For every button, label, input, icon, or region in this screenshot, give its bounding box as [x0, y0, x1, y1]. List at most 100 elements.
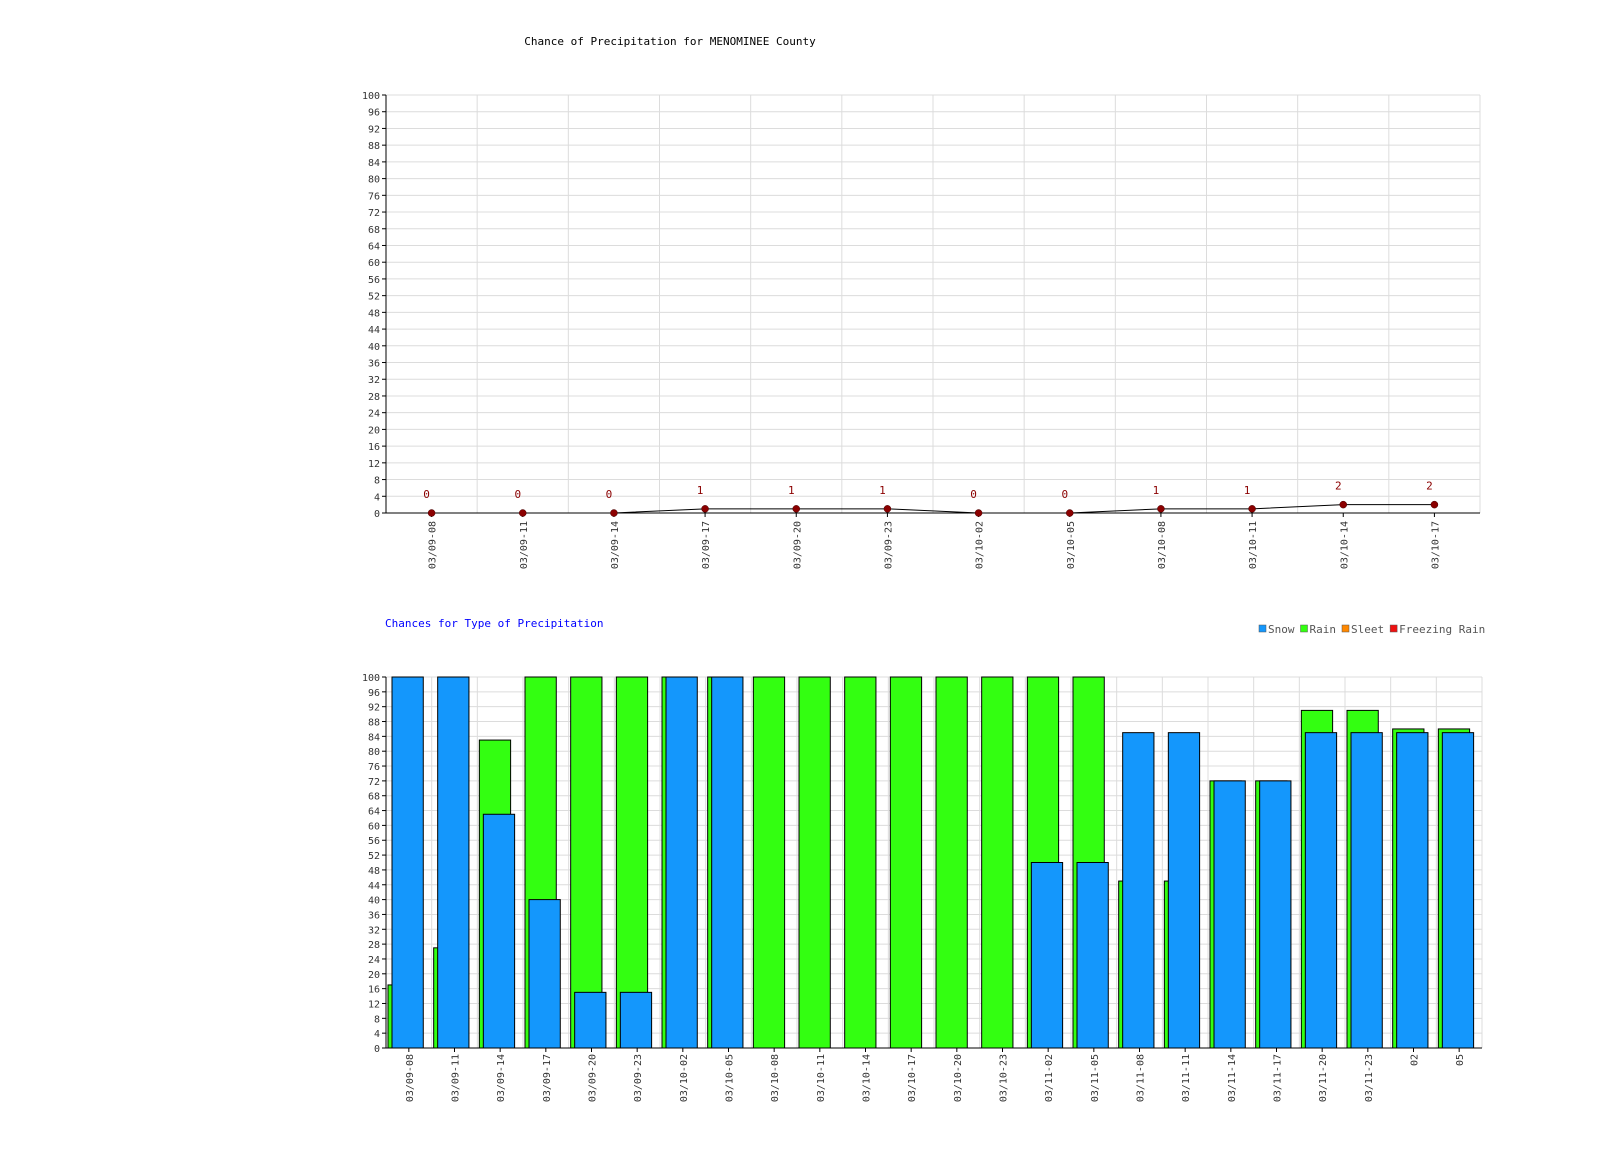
pop-data-label: 1: [788, 484, 795, 497]
y-tick-label: 80: [368, 175, 380, 186]
type-chart-bars: [387, 676, 1475, 1049]
rain-bar: [889, 676, 923, 1049]
x-tick-label: 03/10-23: [999, 1054, 1010, 1102]
y-tick-label: 12: [368, 999, 380, 1010]
pop-data-label: 2: [1426, 480, 1433, 493]
type-chart-legend: Snow Rain Sleet Freezing Rain: [1258, 623, 1485, 636]
rain-bar: [935, 676, 968, 1049]
y-tick-label: 96: [368, 688, 380, 699]
x-tick-label: 03/10-14: [862, 1054, 873, 1102]
pop-data-point: [1248, 505, 1256, 513]
snow-bar: [1304, 732, 1338, 1049]
y-tick-label: 64: [368, 807, 380, 818]
y-tick-label: 64: [368, 241, 380, 252]
rain-bar: [615, 676, 649, 1049]
y-tick-label: 88: [368, 718, 380, 729]
legend-swatch-rain: [1300, 624, 1308, 633]
snow-bar: [528, 899, 561, 1049]
x-tick-label: 03/09-08: [405, 1054, 416, 1102]
y-tick-label: 44: [368, 325, 380, 336]
legend-label-rain: Rain: [1310, 623, 1337, 636]
pop-data-label: 0: [1061, 488, 1068, 501]
x-tick-label: 03/09-14: [610, 521, 621, 569]
x-tick-label: 03/10-14: [1339, 521, 1350, 569]
y-tick-label: 52: [368, 292, 380, 303]
y-tick-label: 68: [368, 792, 380, 803]
pop-data-point: [792, 505, 800, 513]
pop-series-line: [431, 504, 1435, 514]
snow-bar: [482, 813, 516, 1049]
y-tick-label: 100: [362, 91, 380, 102]
snow-bar: [1122, 732, 1155, 1049]
x-tick-label: 05: [1455, 1054, 1466, 1066]
pop-data-point: [519, 509, 527, 517]
x-tick-label: 03/09-17: [542, 1054, 553, 1102]
y-tick-label: 4: [374, 492, 380, 503]
y-tick-label: 4: [374, 1029, 380, 1040]
x-tick-label: 03/10-02: [975, 521, 986, 569]
legend-swatch-sleet: [1341, 624, 1350, 633]
y-tick-label: 100: [362, 673, 380, 684]
snow-bar: [574, 991, 607, 1049]
y-tick-label: 28: [368, 940, 380, 951]
y-tick-label: 32: [368, 925, 380, 936]
y-tick-label: 24: [368, 409, 380, 420]
y-tick-label: 56: [368, 836, 380, 847]
x-tick-label: 03/10-05: [725, 1054, 736, 1102]
y-tick-label: 20: [368, 970, 380, 981]
x-tick-label: 03/11-20: [1318, 1054, 1329, 1102]
pop-data-label: 1: [1244, 484, 1251, 497]
pop-data-point: [610, 509, 618, 517]
rain-bar: [981, 676, 1014, 1049]
pop-data-point: [1339, 500, 1347, 509]
x-tick-label: 03/09-11: [451, 1054, 462, 1102]
pop-data-label: 1: [879, 484, 886, 497]
y-tick-label: 36: [368, 910, 380, 921]
x-tick-label: 03/10-08: [1157, 521, 1168, 569]
x-tick-label: 03/11-23: [1364, 1054, 1375, 1102]
snow-bar: [711, 676, 744, 1049]
x-tick-label: 03/10-11: [1248, 521, 1259, 569]
y-tick-label: 36: [368, 359, 380, 370]
snow-bar: [1441, 732, 1475, 1049]
pop-data-point: [1157, 505, 1165, 513]
x-tick-label: 03/10-02: [679, 1054, 690, 1102]
x-tick-label: 03/10-05: [1066, 521, 1077, 569]
y-tick-label: 32: [368, 375, 380, 386]
x-tick-label: 03/09-17: [701, 521, 712, 569]
y-tick-label: 8: [374, 1014, 380, 1025]
type-chart-x-axis: 03/09-08 03/09-11 03/09-14 03/09-17 03/09-20…: [386, 1047, 1482, 1102]
y-tick-label: 56: [368, 275, 380, 286]
y-tick-label: 12: [368, 459, 380, 470]
x-tick-label: 03/09-11: [519, 521, 530, 569]
y-tick-label: 16: [368, 442, 380, 453]
type-chart-grid: [386, 676, 1483, 1048]
pop-data-point: [974, 509, 983, 517]
pop-data-point: [1430, 500, 1439, 509]
y-tick-label: 68: [368, 225, 380, 236]
snow-bar: [665, 676, 698, 1049]
x-tick-label: 03/09-20: [792, 521, 803, 569]
x-tick-label: 03/11-14: [1227, 1054, 1238, 1102]
y-tick-label: 92: [368, 124, 380, 135]
y-tick-label: 52: [368, 851, 380, 862]
y-tick-label: 76: [368, 191, 380, 202]
snow-bar: [1167, 732, 1201, 1049]
x-tick-label: 03/09-08: [428, 521, 439, 569]
pop-data-point: [883, 505, 892, 513]
legend-label-freezing-rain: Freezing Rain: [1399, 623, 1485, 636]
legend-label-snow: Snow: [1268, 623, 1295, 636]
x-tick-label: 03/11-11: [1181, 1054, 1192, 1102]
pop-data-label: 0: [606, 488, 613, 501]
x-tick-label: 03/11-05: [1090, 1054, 1101, 1102]
legend-swatch-snow: [1258, 624, 1267, 633]
pop-data-label: 0: [970, 488, 977, 501]
y-tick-label: 72: [368, 777, 380, 788]
y-tick-label: 48: [368, 308, 380, 319]
y-tick-label: 88: [368, 141, 380, 152]
x-tick-label: 03/10-11: [816, 1054, 827, 1102]
pop-chart-x-axis: 03/09-08 03/09-11 03/09-14 03/09-17 03/09-20…: [386, 512, 1480, 569]
y-tick-label: 0: [374, 1044, 380, 1055]
pop-data-point: [1066, 509, 1074, 517]
y-tick-label: 20: [368, 425, 380, 436]
